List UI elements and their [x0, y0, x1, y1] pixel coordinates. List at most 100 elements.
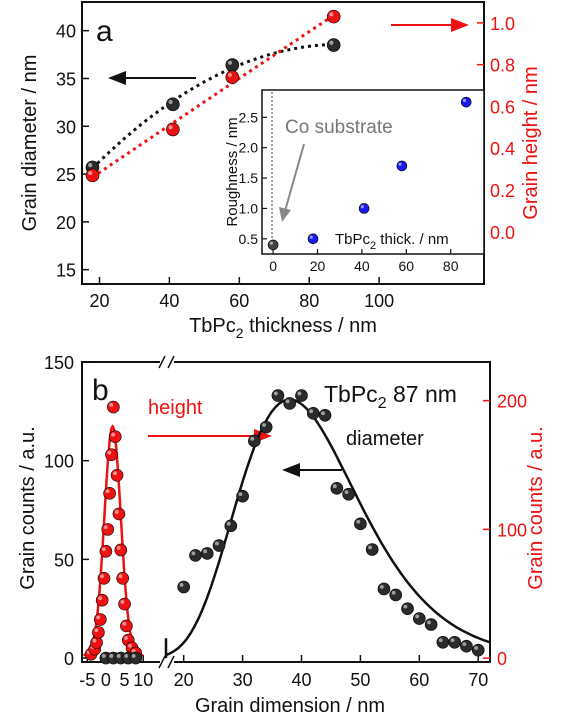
b-point-diameter [271, 389, 285, 402]
inset-point-gray-shine [269, 241, 273, 245]
panel-b: b TbPc2 87 nm height diameter -5 0 5 10 20 30… [17, 353, 547, 717]
panel-a-label: a [96, 15, 113, 48]
inset-annotation-arrow [279, 143, 305, 222]
a-point-red-shine [88, 171, 93, 176]
panel-a-arrow-black [108, 71, 196, 85]
b-point-diameter [448, 635, 461, 649]
b-xtick-label: 20 [174, 670, 194, 690]
b-point-diameter [424, 618, 438, 631]
b-point-height-shine [96, 615, 101, 620]
b-point-height-shine [113, 471, 117, 476]
inset-ytick-label: 0.5 [239, 231, 259, 247]
b-point-height [99, 544, 113, 558]
inset-ytick-label: 1.5 [239, 170, 259, 186]
panel-a-data-points [85, 9, 341, 183]
b-point-height-shine [109, 403, 114, 407]
b-point-diameter [248, 434, 261, 448]
a-ytick-label: 20 [56, 213, 76, 233]
a-point-red-shine [227, 72, 233, 78]
b-point-diameter-shine [179, 582, 184, 587]
b-point-height [90, 636, 103, 649]
panel-b-arrow-black [282, 463, 342, 477]
b-point-height [93, 613, 107, 626]
b-point-height [103, 487, 116, 500]
b-point-height [92, 626, 105, 639]
b-point-diameter-shine [109, 654, 114, 658]
a-point-black-shine [227, 60, 233, 65]
inset-y-ticks: 0.5 1.0 1.5 2.0 2.5 [239, 109, 267, 247]
b-point-height-shine [124, 636, 129, 640]
b-point-height-shine [107, 450, 112, 455]
b-xtick-label: 30 [233, 670, 253, 690]
b-point-diameter [318, 408, 332, 422]
panel-a-y-ticks: 15 20 25 30 35 40 [56, 22, 89, 281]
panel-a-y2-label: Grain height / nm [520, 66, 542, 219]
b-point-height [95, 593, 109, 607]
inset-x-label: TbPc2 thick. / nm [335, 231, 449, 252]
b-point-height-shine [114, 509, 119, 514]
inset-point-blue-shine [462, 98, 467, 102]
b-y2tick-label: 0 [497, 649, 507, 669]
b-point-diameter-shine [101, 654, 106, 658]
panel-b-x-label: Grain dimension / nm [195, 695, 385, 717]
b-point-diameter [471, 643, 485, 657]
b-point-diameter-shine [438, 638, 443, 643]
b-fit-diameter [164, 398, 491, 659]
b-point-diameter-shine [450, 638, 455, 643]
b-point-diameter-shine [124, 654, 129, 658]
b-point-diameter [129, 651, 143, 665]
b-point-diameter-shine [214, 541, 219, 546]
b-point-diameter-shine [356, 519, 361, 524]
b-point-height [114, 543, 128, 557]
b-point-diameter [413, 612, 426, 625]
b-fit-height [83, 424, 144, 657]
b-point-diameter [342, 487, 355, 501]
b-point-diameter-shine [250, 436, 255, 441]
a-point-red-shine [329, 12, 334, 17]
a-point-black [326, 38, 341, 52]
inset-point-blue [358, 203, 370, 214]
b-point-diameter [189, 549, 202, 562]
b-point-diameter [354, 517, 367, 531]
b-point-height [108, 430, 122, 443]
axis-break-marks [158, 355, 175, 669]
b-point-diameter-shine [379, 584, 384, 589]
b-point-height-shine [99, 574, 104, 579]
a-y2tick-label: 0.4 [490, 139, 515, 159]
panel-a-x-label: TbPc2 thickness / nm [189, 315, 377, 341]
b-point-height-shine [92, 638, 97, 643]
a-xtick-label: 40 [159, 291, 179, 311]
b-xtick-label: 50 [350, 670, 370, 690]
b-xtick-label: -5 [79, 670, 95, 690]
b-point-diameter [236, 489, 249, 503]
panel-b-label: b [92, 374, 109, 407]
b-point-height-shine [118, 574, 123, 579]
b-point-diameter-shine [415, 614, 420, 619]
b-point-diameter-shine [403, 604, 408, 609]
b-xtick-label: 70 [468, 670, 488, 690]
panel-b-frame [81, 361, 491, 663]
b-point-height [110, 469, 124, 482]
b-xtick-label: 60 [409, 670, 429, 690]
b-point-height-shine [103, 525, 108, 530]
b-point-diameter-shine [226, 521, 231, 526]
b-point-diameter [212, 539, 226, 552]
b-point-diameter [283, 397, 297, 410]
b-point-diameter-shine [368, 545, 373, 550]
a-xtick-label: 20 [89, 291, 109, 311]
a-y2tick-label: 0.6 [490, 97, 515, 117]
inset-point-blue [307, 233, 319, 245]
b-point-diameter [401, 602, 414, 616]
a-y2tick-label: 0.0 [490, 223, 515, 243]
panel-b-y2-ticks: 0 100 200 [483, 392, 527, 669]
b-point-diameter-shine [344, 490, 349, 495]
a-point-black [225, 58, 240, 72]
inset-point-blue-shine [309, 235, 313, 239]
b-point-diameter [365, 543, 379, 556]
legend-height: height [148, 397, 203, 419]
legend-diameter: diameter [346, 428, 424, 450]
b-point-height-shine [122, 621, 127, 626]
b-point-height [118, 597, 131, 611]
b-xtick-label: 10 [133, 670, 153, 690]
